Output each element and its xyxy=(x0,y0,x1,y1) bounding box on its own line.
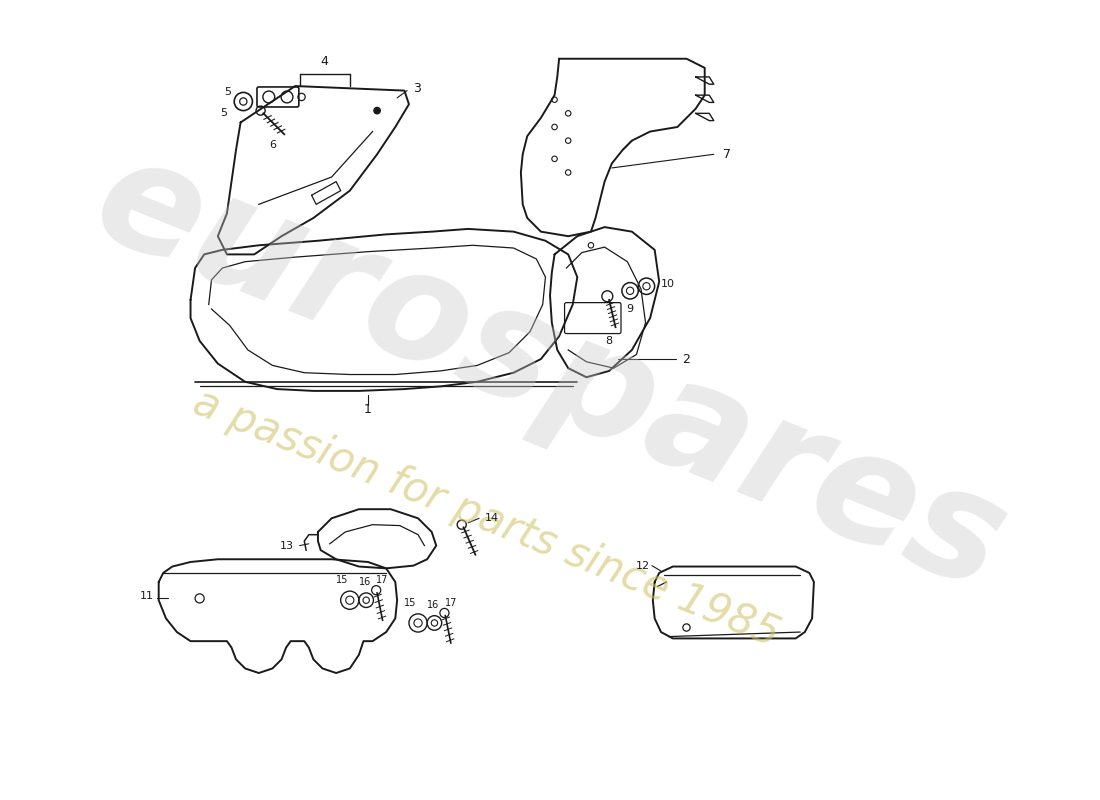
Text: 5: 5 xyxy=(220,108,227,118)
Text: 9: 9 xyxy=(627,304,634,314)
Text: a passion for parts since 1985: a passion for parts since 1985 xyxy=(187,381,785,655)
Text: 11: 11 xyxy=(140,590,154,601)
Text: 4: 4 xyxy=(320,55,328,68)
Text: 2: 2 xyxy=(682,353,690,366)
Text: 15: 15 xyxy=(404,598,416,608)
Text: 3: 3 xyxy=(414,82,421,95)
Text: 7: 7 xyxy=(723,148,730,161)
Text: 8: 8 xyxy=(606,336,613,346)
Text: 1: 1 xyxy=(364,402,372,416)
Text: 17: 17 xyxy=(376,575,388,585)
Circle shape xyxy=(374,107,381,114)
Text: 17: 17 xyxy=(444,598,456,608)
Text: 12: 12 xyxy=(636,561,650,570)
Text: 14: 14 xyxy=(484,514,498,523)
Text: 5: 5 xyxy=(224,87,231,98)
Text: 15: 15 xyxy=(336,575,348,585)
Text: 6: 6 xyxy=(268,140,276,150)
Text: 16: 16 xyxy=(359,577,372,587)
Text: 10: 10 xyxy=(661,278,675,289)
Text: 13: 13 xyxy=(279,541,294,550)
Text: eurospares: eurospares xyxy=(75,122,1025,622)
Text: 16: 16 xyxy=(428,600,440,610)
